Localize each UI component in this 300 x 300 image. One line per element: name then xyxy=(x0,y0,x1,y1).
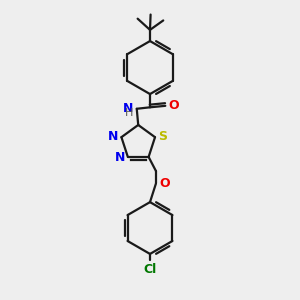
Text: O: O xyxy=(168,99,179,112)
Text: H: H xyxy=(125,109,133,118)
Text: Cl: Cl xyxy=(143,263,157,276)
Text: N: N xyxy=(108,130,119,143)
Text: N: N xyxy=(115,151,125,164)
Text: O: O xyxy=(159,177,169,190)
Text: S: S xyxy=(158,130,167,143)
Text: N: N xyxy=(123,102,133,115)
